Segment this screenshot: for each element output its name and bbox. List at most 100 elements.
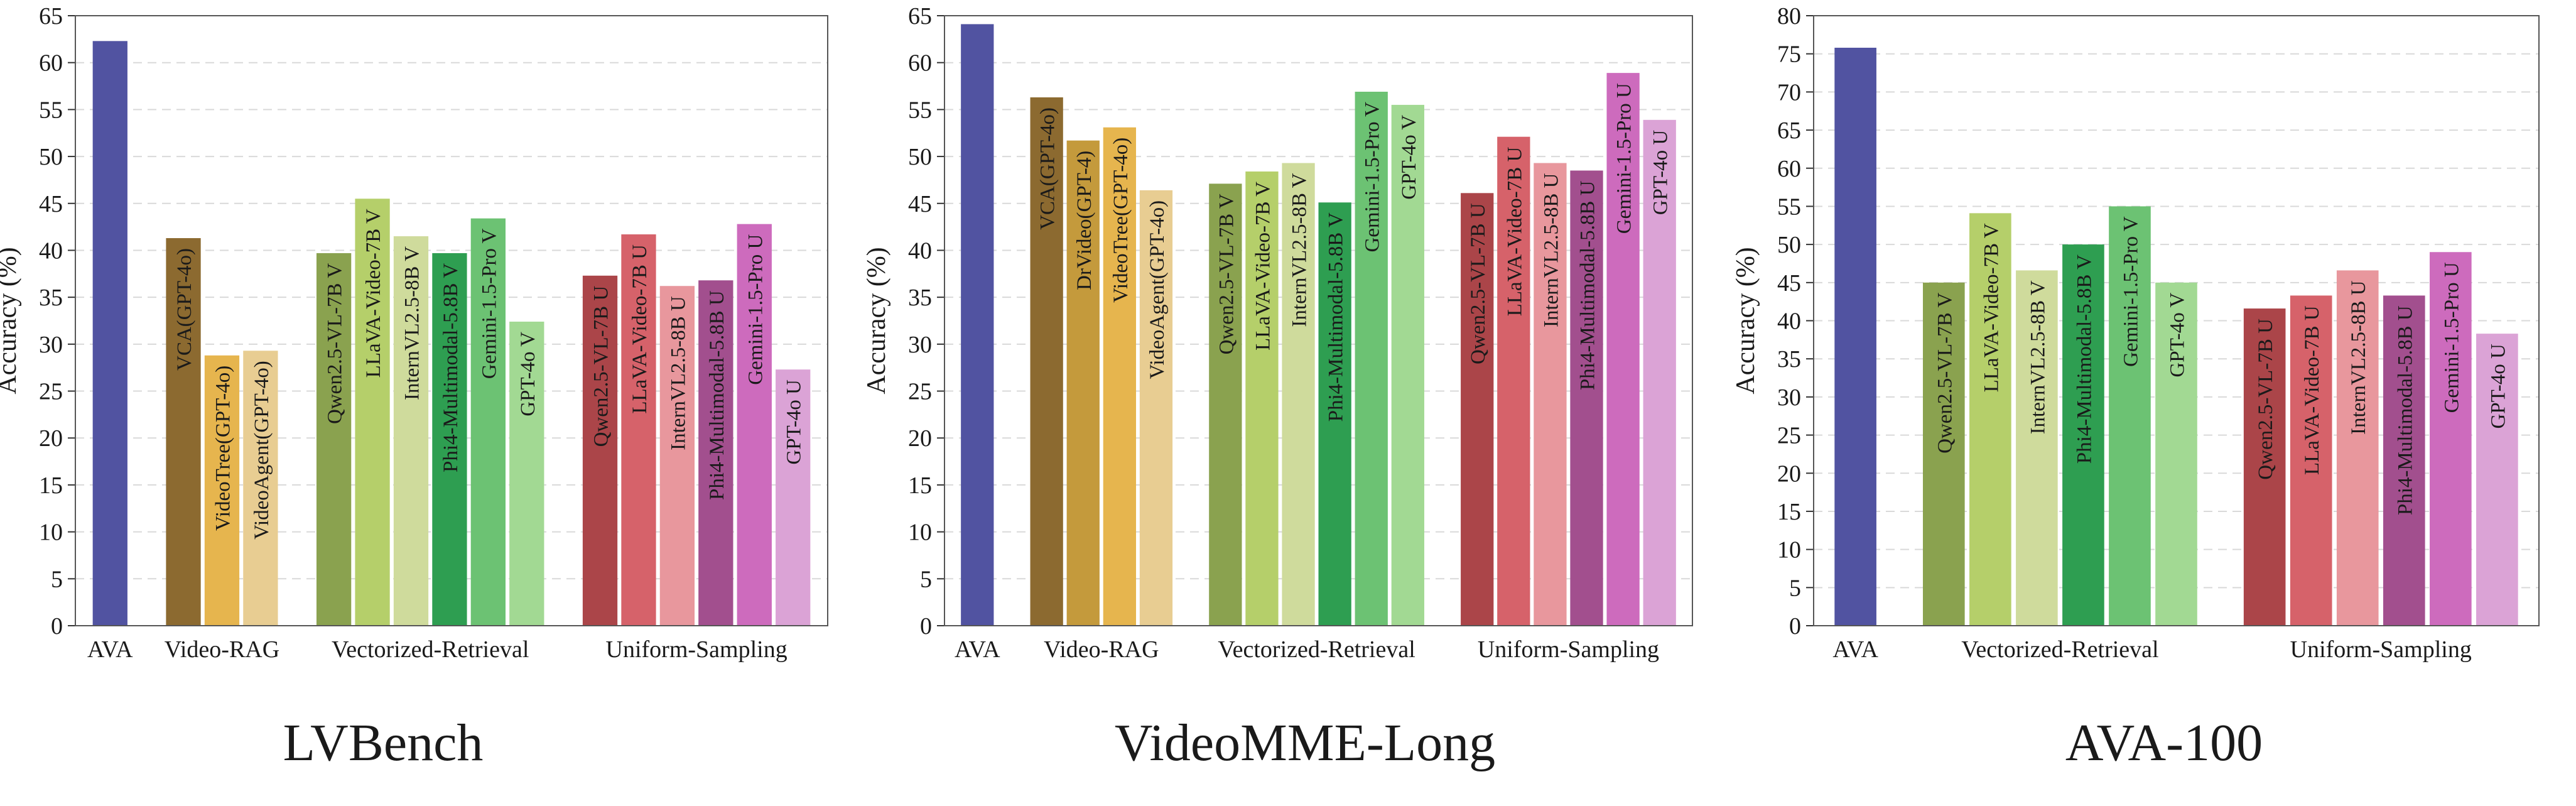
x-group-label: Vectorized-Retrieval (332, 636, 529, 663)
bar-uniform-sampling-2 (1497, 136, 1530, 626)
bar-uniform-sampling-4 (1570, 170, 1603, 626)
y-tick-label: 65 (908, 3, 932, 30)
y-tick-label: 65 (1777, 117, 1801, 144)
bar-label: Phi4-Multimodal-5.8B U (706, 290, 728, 500)
y-axis-label: Accuracy (%) (862, 247, 891, 394)
y-tick-label: 35 (39, 285, 63, 311)
bar-label: GPT-4o U (2487, 344, 2509, 429)
bar-uniform-sampling-6 (2476, 334, 2518, 626)
y-tick-label: 10 (39, 520, 63, 546)
y-tick-label: 45 (908, 191, 932, 217)
x-group-label: Video-RAG (1044, 636, 1159, 663)
bar-label: VCA(GPT-4o) (173, 248, 196, 371)
plot-frame (75, 15, 828, 626)
bar-video-rag-2 (204, 355, 240, 626)
bar-vectorized-retrieval-5 (470, 218, 506, 626)
bar-label: Qwen2.5-VL-7B U (590, 286, 613, 447)
bar-label: InternVL2.5-8B U (2347, 280, 2370, 435)
y-tick-label: 40 (908, 237, 932, 264)
bar-label: Qwen2.5-VL-7B V (1934, 293, 1956, 454)
bar-vectorized-retrieval-1 (1209, 183, 1242, 626)
bar-label: InternVL2.5-8B V (401, 246, 423, 400)
bar-label: Qwen2.5-VL-7B U (2254, 319, 2277, 480)
bar-vectorized-retrieval-5 (1355, 92, 1388, 626)
bar-vectorized-retrieval-2 (1969, 213, 2011, 626)
bar-label: GPT-4o V (1398, 115, 1421, 200)
y-tick-label: 30 (908, 332, 932, 358)
bar-vectorized-retrieval-2 (1245, 171, 1279, 626)
bar-label: Gemini-1.5-Pro V (478, 229, 501, 379)
bar-label: LLaVA-Video-7B V (362, 209, 385, 378)
y-tick-label: 55 (1777, 193, 1801, 220)
bar-video-rag-3 (243, 351, 278, 626)
y-tick-label: 0 (51, 613, 63, 640)
bar-uniform-sampling-1 (582, 275, 618, 626)
bar-label: LLaVA-Video-7B U (2301, 305, 2324, 475)
y-tick-label: 15 (908, 472, 932, 499)
bar-label: LLaVA-Video-7B V (1980, 223, 2003, 392)
bar-label: Phi4-Multimodal-5.8B U (2394, 305, 2416, 515)
bar-label: Phi4-Multimodal-5.8B V (1325, 212, 1348, 422)
y-tick-label: 25 (39, 379, 63, 405)
bar-label: Phi4-Multimodal-5.8B U (1577, 180, 1599, 390)
bar-label: Qwen2.5-VL-7B V (324, 263, 347, 424)
bar-label: Gemini-1.5-Pro V (1361, 102, 1384, 253)
y-tick-label: 50 (39, 144, 63, 170)
y-tick-label: 65 (39, 3, 63, 30)
bar-label: VCA(GPT-4o) (1037, 107, 1059, 230)
bar-vectorized-retrieval-4 (1318, 202, 1351, 626)
x-group-label: AVA (87, 636, 133, 663)
y-tick-label: 0 (920, 613, 932, 640)
bar-label: Gemini-1.5-Pro U (744, 234, 767, 384)
bar-label: GPT-4o U (783, 379, 806, 465)
bar-label: VideoAgent(GPT-4o) (1146, 200, 1169, 379)
bar-vectorized-retrieval-4 (432, 253, 467, 626)
bar-label: InternVL2.5-8B V (2027, 280, 2049, 434)
y-tick-label: 30 (1777, 384, 1801, 411)
bar-label: Gemini-1.5-Pro V (2119, 216, 2142, 367)
chart-title: LVBench (283, 714, 484, 772)
bar-label: InternVL2.5-8B V (1289, 173, 1311, 327)
y-tick-label: 45 (1777, 270, 1801, 297)
bar-label: GPT-4o V (2167, 293, 2189, 378)
bar-label: Gemini-1.5-Pro U (2440, 262, 2463, 413)
bar-label: DrVideo(GPT-4) (1073, 151, 1096, 290)
y-tick-label: 40 (1777, 308, 1801, 335)
bar-label: Phi4-Multimodal-5.8B V (440, 263, 462, 472)
bar-ava-1 (1834, 47, 1876, 626)
y-tick-label: 60 (39, 50, 63, 77)
bar-label: Gemini-1.5-Pro U (1613, 83, 1636, 234)
bar-vectorized-retrieval-2 (355, 199, 390, 626)
y-tick-label: 5 (1789, 575, 1801, 601)
x-group-label: Uniform-Sampling (606, 636, 787, 663)
y-tick-label: 55 (39, 97, 63, 123)
bar-label: InternVL2.5-8B U (667, 296, 690, 450)
plot-frame (1813, 15, 2540, 626)
bar-label: LLaVA-Video-7B V (1252, 182, 1274, 351)
bar-label: VideoTree(GPT-4o) (1110, 138, 1132, 303)
bar-label: VideoAgent(GPT-4o) (251, 361, 273, 540)
bar-uniform-sampling-6 (776, 369, 811, 626)
bar-vectorized-retrieval-6 (509, 321, 544, 626)
bar-uniform-sampling-5 (737, 224, 772, 626)
bar-uniform-sampling-3 (2336, 270, 2379, 626)
y-tick-label: 20 (39, 425, 63, 452)
bar-vectorized-retrieval-3 (1282, 163, 1315, 626)
y-tick-label: 5 (920, 566, 932, 592)
x-group-label: Uniform-Sampling (2290, 636, 2472, 663)
bar-vectorized-retrieval-3 (393, 236, 429, 626)
bar-label: GPT-4o V (517, 332, 539, 417)
bar-ava-1 (92, 41, 127, 626)
y-tick-label: 25 (1777, 423, 1801, 449)
x-group-label: AVA (955, 636, 1000, 663)
y-tick-label: 15 (39, 472, 63, 499)
bar-label: LLaVA-Video-7B U (629, 244, 651, 414)
bar-ava-1 (961, 24, 994, 626)
y-tick-label: 35 (908, 285, 932, 311)
y-tick-label: 30 (39, 332, 63, 358)
bar-vectorized-retrieval-5 (2109, 206, 2151, 626)
y-tick-label: 70 (1777, 79, 1801, 106)
bar-video-rag-2 (1066, 140, 1100, 626)
y-tick-label: 5 (51, 566, 63, 592)
